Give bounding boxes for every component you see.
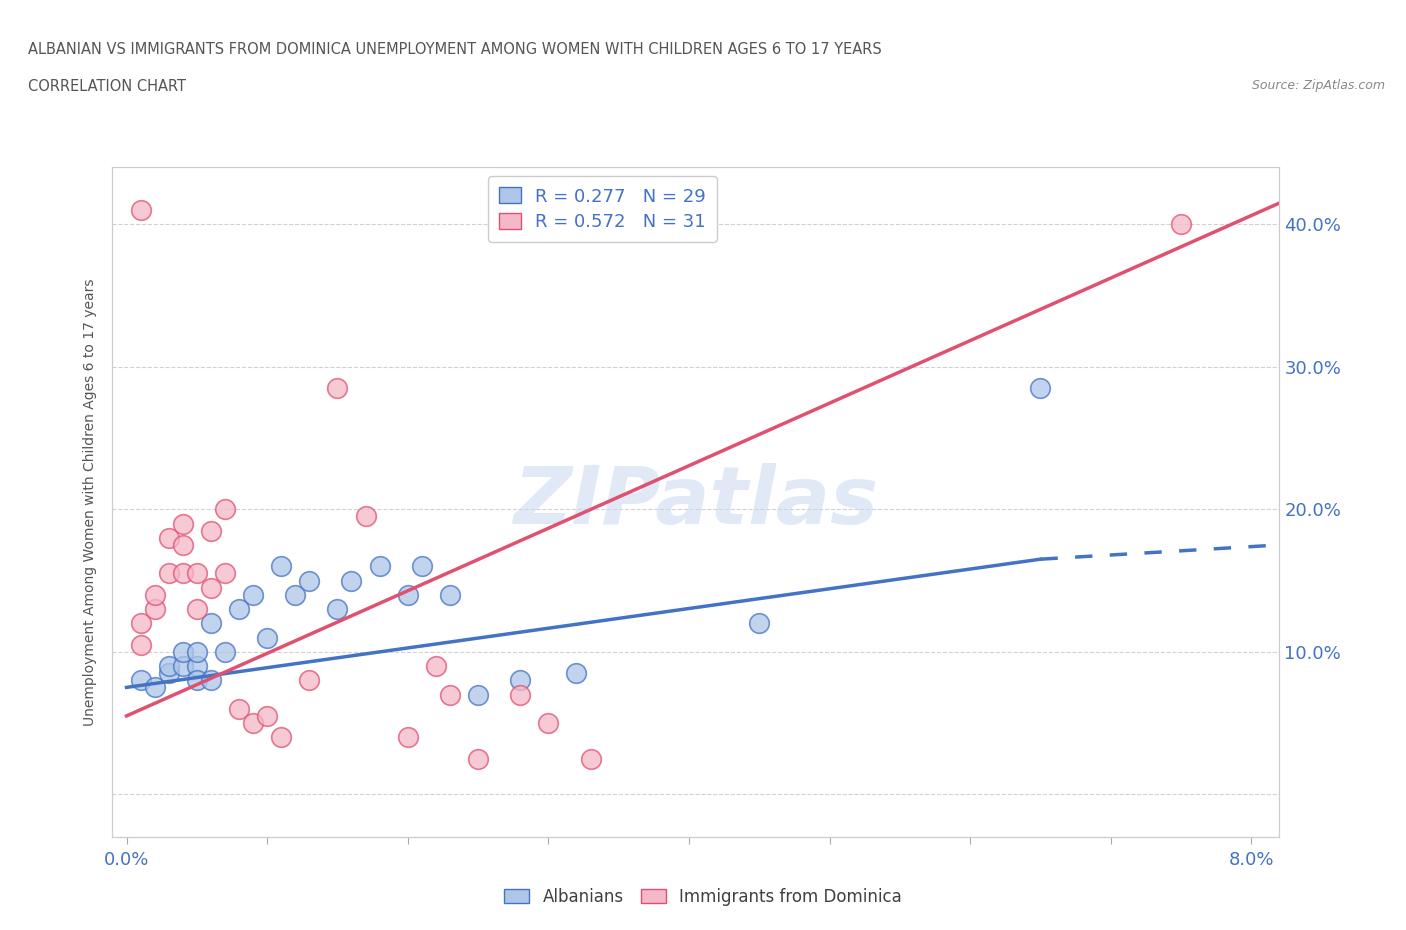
Point bbox=[579, 751, 602, 766]
Point bbox=[214, 502, 236, 517]
Text: ALBANIAN VS IMMIGRANTS FROM DOMINICA UNEMPLOYMENT AMONG WOMEN WITH CHILDREN AGES: ALBANIAN VS IMMIGRANTS FROM DOMINICA UNE… bbox=[28, 42, 882, 57]
Point bbox=[186, 658, 208, 673]
Point bbox=[157, 530, 180, 545]
Point bbox=[298, 573, 321, 588]
Point bbox=[354, 509, 377, 524]
Text: Source: ZipAtlas.com: Source: ZipAtlas.com bbox=[1251, 79, 1385, 92]
Point bbox=[172, 566, 194, 581]
Point bbox=[298, 672, 321, 687]
Point bbox=[242, 588, 264, 603]
Text: ZIPatlas: ZIPatlas bbox=[513, 463, 879, 541]
Point bbox=[214, 644, 236, 659]
Y-axis label: Unemployment Among Women with Children Ages 6 to 17 years: Unemployment Among Women with Children A… bbox=[83, 278, 97, 726]
Point bbox=[1170, 217, 1192, 232]
Legend: R = 0.277   N = 29, R = 0.572   N = 31: R = 0.277 N = 29, R = 0.572 N = 31 bbox=[488, 177, 717, 242]
Point bbox=[143, 588, 166, 603]
Point bbox=[565, 666, 588, 681]
Point bbox=[467, 687, 489, 702]
Point bbox=[256, 631, 278, 645]
Point bbox=[537, 715, 560, 730]
Point bbox=[129, 616, 152, 631]
Point bbox=[509, 672, 531, 687]
Point bbox=[748, 616, 770, 631]
Point bbox=[172, 658, 194, 673]
Point bbox=[467, 751, 489, 766]
Point bbox=[186, 644, 208, 659]
Point bbox=[425, 658, 447, 673]
Point bbox=[129, 637, 152, 652]
Point bbox=[228, 602, 250, 617]
Point bbox=[242, 715, 264, 730]
Point bbox=[396, 588, 419, 603]
Point bbox=[186, 672, 208, 687]
Point bbox=[228, 701, 250, 716]
Point bbox=[200, 616, 222, 631]
Point bbox=[200, 580, 222, 595]
Point bbox=[214, 566, 236, 581]
Point bbox=[396, 730, 419, 745]
Point bbox=[326, 602, 349, 617]
Point bbox=[256, 709, 278, 724]
Point bbox=[200, 524, 222, 538]
Point bbox=[143, 680, 166, 695]
Point bbox=[368, 559, 391, 574]
Point bbox=[172, 644, 194, 659]
Point bbox=[340, 573, 363, 588]
Point bbox=[326, 380, 349, 395]
Point bbox=[411, 559, 433, 574]
Point bbox=[284, 588, 307, 603]
Point bbox=[186, 566, 208, 581]
Point bbox=[439, 588, 461, 603]
Text: CORRELATION CHART: CORRELATION CHART bbox=[28, 79, 186, 94]
Point bbox=[143, 602, 166, 617]
Point bbox=[172, 516, 194, 531]
Point bbox=[157, 666, 180, 681]
Point bbox=[1029, 380, 1052, 395]
Point bbox=[439, 687, 461, 702]
Point bbox=[129, 672, 152, 687]
Point bbox=[270, 730, 292, 745]
Point bbox=[129, 203, 152, 218]
Point bbox=[270, 559, 292, 574]
Point bbox=[200, 672, 222, 687]
Point bbox=[186, 602, 208, 617]
Point bbox=[157, 658, 180, 673]
Point bbox=[172, 538, 194, 552]
Point bbox=[157, 566, 180, 581]
Legend: Albanians, Immigrants from Dominica: Albanians, Immigrants from Dominica bbox=[498, 881, 908, 912]
Point bbox=[509, 687, 531, 702]
